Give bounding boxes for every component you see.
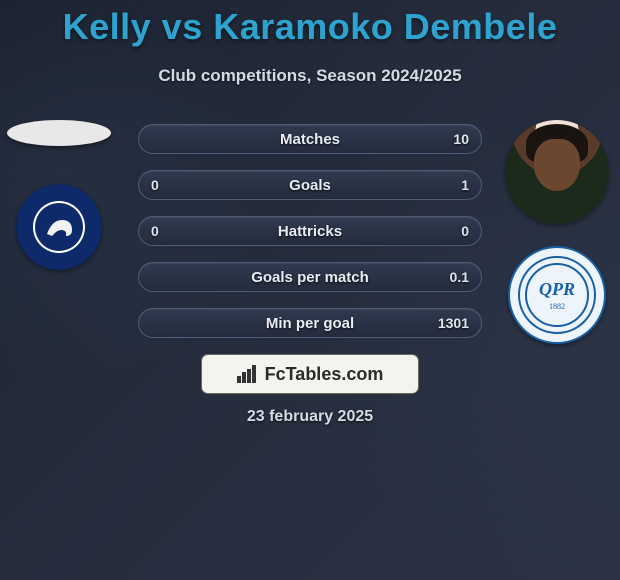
stat-left-value: 0	[151, 177, 159, 193]
page-subtitle: Club competitions, Season 2024/2025	[0, 66, 620, 86]
right-player-column: QPR 1882	[502, 120, 612, 344]
qpr-crest-icon: QPR 1882	[517, 255, 597, 335]
stat-label: Goals	[289, 177, 331, 194]
bar-chart-icon	[237, 365, 259, 383]
stat-label: Goals per match	[251, 269, 369, 286]
stat-row-goals-per-match: Goals per match 0.1	[138, 262, 482, 292]
stats-container: Matches 10 0 Goals 1 0 Hattricks 0 Goals…	[138, 124, 482, 354]
left-club-crest	[16, 184, 102, 270]
svg-text:QPR: QPR	[539, 279, 575, 299]
lion-icon	[32, 200, 86, 254]
stat-right-value: 0	[461, 223, 469, 239]
page-title: Kelly vs Karamoko Dembele	[0, 0, 620, 48]
stat-right-value: 1301	[438, 315, 469, 331]
stat-right-value: 1	[461, 177, 469, 193]
svg-text:1882: 1882	[549, 302, 565, 311]
stat-row-goals: 0 Goals 1	[138, 170, 482, 200]
stat-row-min-per-goal: Min per goal 1301	[138, 308, 482, 338]
stat-right-value: 0.1	[450, 269, 469, 285]
stat-label: Min per goal	[266, 315, 354, 332]
right-club-crest: QPR 1882	[508, 246, 606, 344]
right-player-avatar	[505, 120, 609, 224]
snapshot-date: 23 february 2025	[0, 408, 620, 426]
left-player-avatar-placeholder	[7, 120, 111, 146]
left-player-column	[4, 120, 114, 270]
branding-text: FcTables.com	[265, 364, 384, 385]
stat-label: Matches	[280, 131, 340, 148]
stat-row-matches: Matches 10	[138, 124, 482, 154]
stat-right-value: 10	[453, 131, 469, 147]
stat-row-hattricks: 0 Hattricks 0	[138, 216, 482, 246]
branding-badge[interactable]: FcTables.com	[201, 354, 419, 394]
stat-left-value: 0	[151, 223, 159, 239]
stat-label: Hattricks	[278, 223, 342, 240]
